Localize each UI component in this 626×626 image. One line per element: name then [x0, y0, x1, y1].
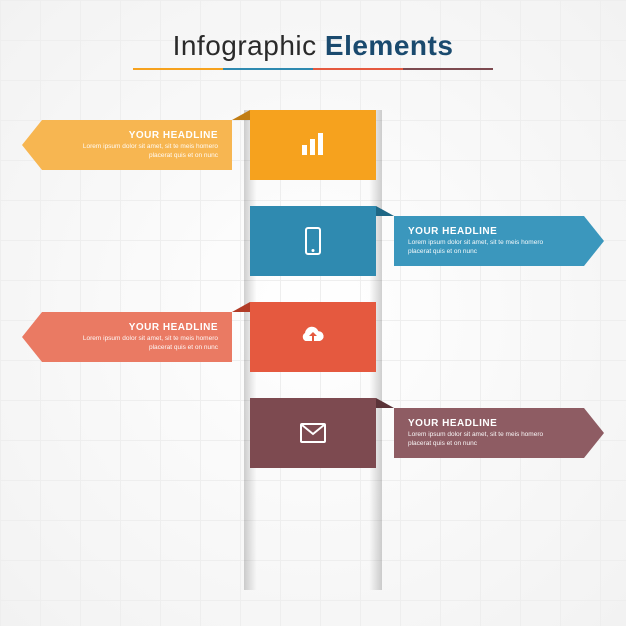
underline-seg-3: [313, 68, 403, 70]
ribbon-row-1: YOUR HEADLINE Lorem ipsum dolor sit amet,…: [0, 110, 626, 180]
cloud-upload-icon: [299, 323, 327, 351]
subtext: Lorem ipsum dolor sit amet, sit te meis …: [408, 239, 558, 257]
headline-text: YOUR HEADLINE: [408, 418, 558, 429]
headline-panel: YOUR HEADLINE Lorem ipsum dolor sit amet,…: [394, 408, 584, 458]
ribbon-row-3: YOUR HEADLINE Lorem ipsum dolor sit amet,…: [0, 302, 626, 372]
envelope-icon: [299, 419, 327, 447]
title-plain: Infographic: [173, 30, 317, 61]
ribbon-row-2: YOUR HEADLINE Lorem ipsum dolor sit amet,…: [0, 206, 626, 276]
title-block: Infographic Elements: [0, 30, 626, 70]
headline-text: YOUR HEADLINE: [408, 226, 558, 237]
icon-block: [250, 206, 376, 276]
headline-text: YOUR HEADLINE: [68, 322, 218, 333]
subtext: Lorem ipsum dolor sit amet, sit te meis …: [408, 431, 558, 449]
underline-seg-2: [223, 68, 313, 70]
subtext: Lorem ipsum dolor sit amet, sit te meis …: [68, 335, 218, 353]
arrow-tip: [584, 408, 604, 458]
headline-panel: YOUR HEADLINE Lorem ipsum dolor sit amet,…: [42, 312, 232, 362]
title-bold: Elements: [325, 30, 454, 61]
page-title: Infographic Elements: [163, 30, 464, 68]
arrow-tip: [22, 120, 42, 170]
ribbon-row-4: YOUR HEADLINE Lorem ipsum dolor sit amet,…: [0, 398, 626, 468]
ribbon-fold: [232, 302, 250, 312]
ribbon-fold: [376, 398, 394, 408]
underline-seg-4: [403, 68, 493, 70]
headline-text: YOUR HEADLINE: [68, 130, 218, 141]
icon-block: [250, 302, 376, 372]
underline-seg-1: [133, 68, 223, 70]
subtext: Lorem ipsum dolor sit amet, sit te meis …: [68, 143, 218, 161]
title-underline: [133, 68, 493, 70]
bar-chart-icon: [299, 131, 327, 159]
headline-panel: YOUR HEADLINE Lorem ipsum dolor sit amet,…: [42, 120, 232, 170]
headline-panel: YOUR HEADLINE Lorem ipsum dolor sit amet,…: [394, 216, 584, 266]
arrow-tip: [22, 312, 42, 362]
mobile-icon: [299, 227, 327, 255]
icon-block: [250, 398, 376, 468]
arrow-tip: [584, 216, 604, 266]
ribbon-fold: [232, 110, 250, 120]
icon-block: [250, 110, 376, 180]
infographic-canvas: YOUR HEADLINE Lorem ipsum dolor sit amet,…: [0, 110, 626, 590]
ribbon-fold: [376, 206, 394, 216]
